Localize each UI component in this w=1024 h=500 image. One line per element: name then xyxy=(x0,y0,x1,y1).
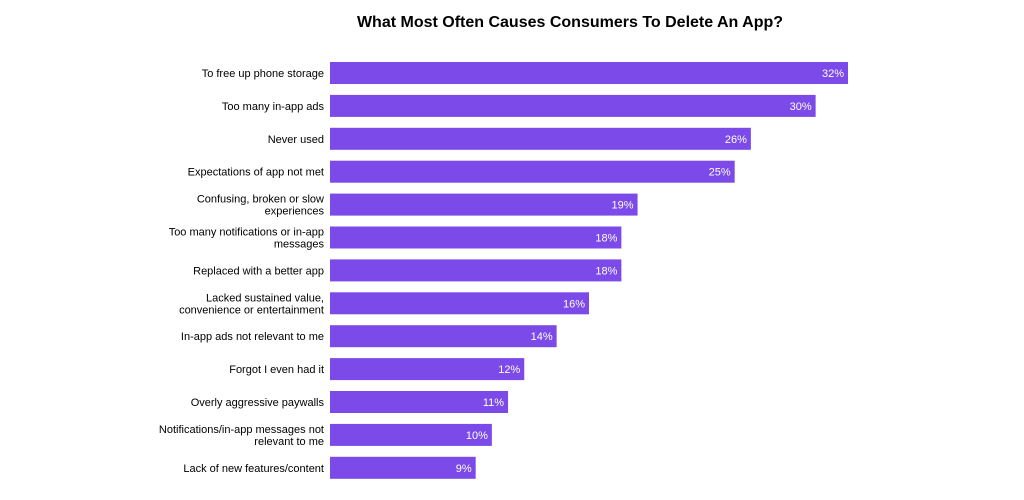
bar-value-label: 18% xyxy=(595,265,617,277)
bar-value-label: 25% xyxy=(709,167,731,179)
category-label: Too many in-app ads xyxy=(222,101,325,113)
bar xyxy=(330,456,476,479)
bar-value-label: 32% xyxy=(822,68,844,80)
bar xyxy=(330,292,589,315)
category-label: Expectations of app not met xyxy=(188,167,324,179)
bar-value-label: 18% xyxy=(595,233,617,245)
bar-value-label: 26% xyxy=(725,134,747,146)
category-label-line: Too many notifications or in-app xyxy=(169,227,324,239)
bar-value-label: 10% xyxy=(466,430,488,442)
category-label: Overly aggressive paywalls xyxy=(191,397,325,409)
bar-value-label: 11% xyxy=(483,397,504,409)
bar-value-label: 30% xyxy=(790,101,812,113)
category-label: To free up phone storage xyxy=(202,68,324,80)
bar-value-label: 16% xyxy=(563,298,585,310)
category-label-line: messages xyxy=(274,239,325,251)
bar xyxy=(330,325,557,348)
category-label-line: Expectations of app not met xyxy=(188,167,324,179)
category-label: Replaced with a better app xyxy=(193,265,324,277)
category-label-line: Never used xyxy=(268,134,324,146)
category-label: Lack of new features/content xyxy=(183,463,324,475)
category-label: Notifications/in-app messages not relevan… xyxy=(159,424,324,448)
bar xyxy=(330,259,622,282)
bar xyxy=(330,193,638,216)
category-label: Confusing, broken or slow experiences xyxy=(197,194,325,218)
category-label-line: Too many in-app ads xyxy=(222,101,325,113)
category-label: Never used xyxy=(268,134,324,146)
category-label-line: Notifications/in-app messages not xyxy=(159,424,324,436)
bar xyxy=(330,160,735,183)
chart-title: What Most Often Causes Consumers To Dele… xyxy=(356,14,784,31)
bar xyxy=(330,127,751,150)
bar-value-label: 9% xyxy=(456,463,472,475)
category-label-line: Confusing, broken or slow xyxy=(197,194,324,206)
category-label: In-app ads not relevant to me xyxy=(181,331,324,343)
category-label-line: Lack of new features/content xyxy=(183,463,324,475)
bar xyxy=(330,423,492,446)
bar-value-label: 14% xyxy=(531,331,553,343)
category-label: Too many notifications or in-app messages xyxy=(169,227,325,251)
bar xyxy=(330,62,848,84)
category-label-line: Forgot I even had it xyxy=(229,364,324,376)
category-label-line: convenience or entertainment xyxy=(179,304,324,316)
bar xyxy=(330,94,816,117)
category-label-line: relevant to me xyxy=(254,436,324,448)
category-label-line: Replaced with a better app xyxy=(193,265,324,277)
category-label-line: Overly aggressive paywalls xyxy=(191,397,325,409)
bar xyxy=(330,358,525,381)
category-label-line: experiences xyxy=(265,206,325,218)
category-label: Lacked sustained value, convenience or en… xyxy=(179,292,324,316)
bar xyxy=(330,226,622,249)
bar-value-label: 12% xyxy=(498,364,520,376)
bar xyxy=(330,391,509,413)
category-label-line: Lacked sustained value, xyxy=(206,292,324,304)
category-label-line: In-app ads not relevant to me xyxy=(181,331,324,343)
bar-value-label: 19% xyxy=(612,200,634,212)
category-label-line: To free up phone storage xyxy=(202,68,324,80)
category-label: Forgot I even had it xyxy=(229,364,324,376)
